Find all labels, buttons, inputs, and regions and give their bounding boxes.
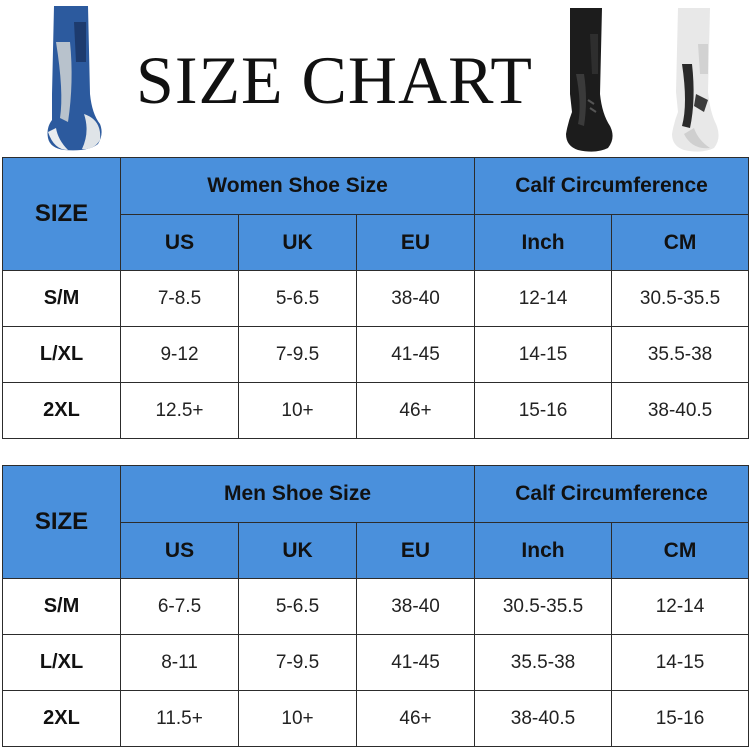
table-cell: 14-15 xyxy=(610,634,750,691)
men-shoe-size-header: Men Shoe Size xyxy=(120,465,475,523)
table-row: S/M 7-8.5 5-6.5 38-40 12-14 30.5-35.5 xyxy=(2,270,750,327)
row-size-label: S/M xyxy=(2,270,121,327)
row-size-label: L/XL xyxy=(2,634,121,691)
table-cell: 10+ xyxy=(238,690,357,747)
table-cell: 30.5-35.5 xyxy=(474,578,612,635)
table-cell: 38-40 xyxy=(356,578,475,635)
table-cell: 14-15 xyxy=(474,326,613,383)
table-cell: 12.5+ xyxy=(120,382,239,439)
black-sock-icon xyxy=(560,4,616,154)
calf-circumference-header: Calf Circumference xyxy=(474,157,750,215)
column-header-uk: UK xyxy=(238,214,357,271)
table-row: 2XL 11.5+ 10+ 46+ 38-40.5 15-16 xyxy=(2,690,750,747)
table-cell: 9-12 xyxy=(120,326,239,383)
page-title: SIZE CHART xyxy=(136,42,533,118)
table-cell: 35.5-38 xyxy=(474,634,612,691)
women-size-table: SIZE Women Shoe Size Calf Circumference … xyxy=(2,157,750,439)
column-header-eu: EU xyxy=(356,522,475,579)
blue-sock-icon xyxy=(44,2,104,152)
table-cell: 30.5-35.5 xyxy=(611,270,750,327)
row-size-label: 2XL xyxy=(2,690,121,747)
women-shoe-size-header: Women Shoe Size xyxy=(119,157,476,215)
table-cell: 46+ xyxy=(356,690,475,747)
size-header: SIZE xyxy=(2,157,121,271)
table-cell: 7-9.5 xyxy=(238,326,357,383)
table-row: L/XL 9-12 7-9.5 41-45 14-15 35.5-38 xyxy=(2,326,750,383)
table-cell: 41-45 xyxy=(356,634,475,691)
table-row: 2XL 12.5+ 10+ 46+ 15-16 38-40.5 xyxy=(2,382,750,439)
row-size-label: 2XL xyxy=(2,382,121,439)
table-cell: 12-14 xyxy=(610,578,750,635)
column-header-cm: CM xyxy=(610,522,750,579)
table-cell: 7-8.5 xyxy=(120,270,239,327)
column-header-inch: Inch xyxy=(474,214,613,271)
table-cell: 35.5-38 xyxy=(611,326,750,383)
row-size-label: S/M xyxy=(2,578,121,635)
column-header-cm: CM xyxy=(611,214,750,271)
table-cell: 8-11 xyxy=(120,634,239,691)
table-cell: 38-40.5 xyxy=(474,690,612,747)
men-size-table: SIZE Men Shoe Size Calf Circumference US… xyxy=(2,465,750,747)
table-cell: 11.5+ xyxy=(120,690,239,747)
table-cell: 10+ xyxy=(238,382,357,439)
calf-circumference-header: Calf Circumference xyxy=(473,465,750,523)
table-cell: 5-6.5 xyxy=(238,578,357,635)
table-cell: 41-45 xyxy=(355,326,476,383)
row-size-label: L/XL xyxy=(2,326,121,383)
table-cell: 38-40.5 xyxy=(611,382,750,439)
table-cell: 46+ xyxy=(355,382,476,439)
size-header: SIZE xyxy=(2,465,121,579)
header: SIZE CHART xyxy=(0,0,750,158)
column-header-us: US xyxy=(120,214,239,271)
table-cell: 6-7.5 xyxy=(120,578,239,635)
table-cell: 7-9.5 xyxy=(238,634,357,691)
table-row: L/XL 8-11 7-9.5 41-45 35.5-38 14-15 xyxy=(2,634,750,691)
table-cell: 38-40 xyxy=(355,270,476,327)
column-header-us: US xyxy=(120,522,239,579)
column-header-uk: UK xyxy=(238,522,357,579)
table-cell: 15-16 xyxy=(610,690,750,747)
column-header-inch: Inch xyxy=(474,522,612,579)
table-cell: 5-6.5 xyxy=(238,270,357,327)
table-row: S/M 6-7.5 5-6.5 38-40 30.5-35.5 12-14 xyxy=(2,578,750,635)
table-cell: 12-14 xyxy=(474,270,613,327)
column-header-eu: EU xyxy=(355,214,476,271)
table-cell: 15-16 xyxy=(474,382,613,439)
white-sock-icon xyxy=(664,4,724,154)
